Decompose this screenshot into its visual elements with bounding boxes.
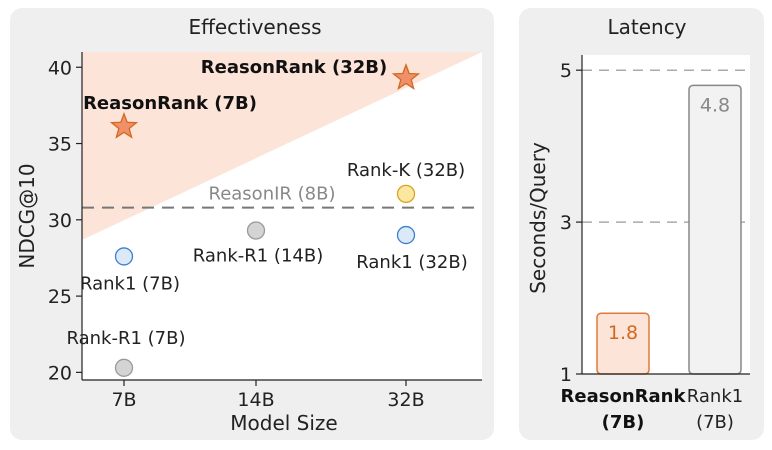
bar-category-label-reasonrank-7b-line1: ReasonRank [561, 386, 687, 407]
point-reasonrank-7b [109, 111, 139, 139]
point-label-reasonrank-7b: ReasonRank (7B) [83, 93, 257, 114]
bar-rank1-7b [688, 84, 742, 375]
bar-category-label-rank1-7b-line1: Rank1 [687, 386, 743, 407]
latency-y-tick-label-3: 3 [560, 212, 572, 234]
point-rank1-32b [396, 225, 416, 245]
point-rank-r1-14b [246, 221, 266, 240]
x-tick-label-14b: 14B [237, 389, 274, 411]
bar-category-label-rank1-7b-line2: (7B) [696, 412, 734, 433]
x-tick-label-32b: 32B [387, 389, 424, 411]
y-tick-label-20: 20 [48, 362, 72, 384]
point-label-rank-r1-14b: Rank-R1 (14B) [193, 245, 323, 266]
scatter-layer: 20 25 30 35 40 7B 14B 32B ReasonIR (8B) ReasonRan… [48, 57, 482, 411]
bar-category-label-reasonrank-7b-line2: (7B) [602, 412, 645, 433]
point-rank-r1-7b [114, 358, 134, 377]
bar-value-label-reasonrank-7b: 1.8 [608, 322, 638, 344]
latency-y-axis-label: Seconds/Query [526, 142, 550, 294]
y-tick-label-25: 25 [48, 286, 72, 308]
y-tick-label-40: 40 [48, 57, 72, 79]
reasonrank-region [82, 52, 482, 240]
y-tick-label-30: 30 [48, 210, 72, 232]
point-label-rank1-7b: Rank1 (7B) [80, 273, 180, 294]
point-reasonrank-32b [391, 63, 421, 91]
point-label-rank-r1-7b: Rank-R1 (7B) [67, 328, 186, 349]
point-label-rank-k-32b: Rank-K (32B) [347, 160, 465, 181]
effectiveness-panel: Effectiveness 20 25 30 35 40 7B 14B 32B ReasonIR… [10, 8, 494, 440]
baseline-label: ReasonIR (8B) [209, 184, 336, 205]
latency-title: Latency [607, 15, 686, 39]
x-tick-label-7b: 7B [111, 389, 136, 411]
bar-layer: 1 3 5 1.8 ReasonRank (7B) 4.8 Rank1 (7B) [560, 60, 750, 433]
x-axis-label: Model Size [230, 411, 337, 435]
latency-panel: Latency 1 3 5 1.8 ReasonRank (7B) 4.8 Rank1 (7B)… [519, 8, 764, 440]
y-tick-label-35: 35 [48, 134, 72, 156]
point-rank1-7b [114, 247, 134, 266]
y-axis-label: NDCG@10 [15, 163, 39, 268]
latency-y-tick-label-5: 5 [560, 60, 572, 82]
point-label-rank1-32b: Rank1 (32B) [356, 252, 467, 273]
effectiveness-title: Effectiveness [188, 15, 321, 39]
point-label-reasonrank-32b: ReasonRank (32B) [201, 57, 387, 78]
bar-value-label-rank1-7b: 4.8 [700, 94, 730, 116]
point-rank-k-32b [396, 184, 416, 204]
latency-y-tick-label-1: 1 [560, 364, 572, 386]
